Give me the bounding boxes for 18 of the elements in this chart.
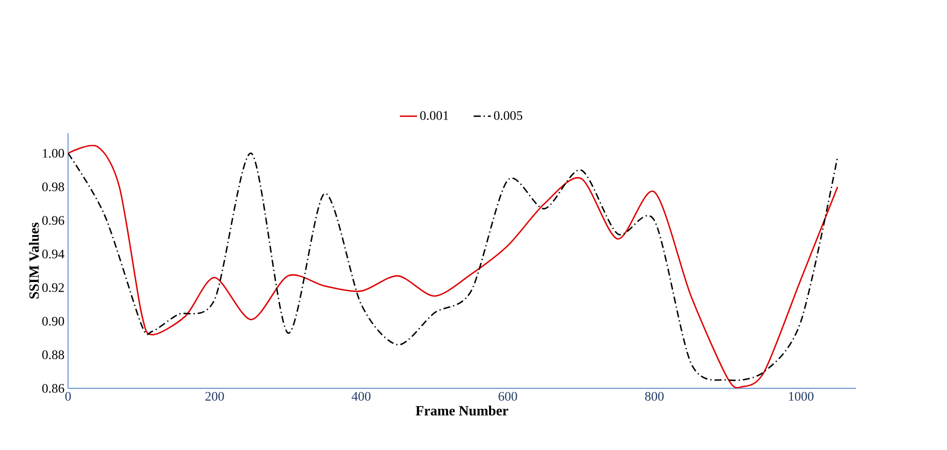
x-axis-title: Frame Number — [416, 405, 508, 416]
y-tick-label: 0.90 — [42, 316, 64, 326]
y-tick-label: 1.00 — [42, 148, 64, 158]
y-tick-label: 0.96 — [42, 216, 64, 225]
y-axis-title: SSIM Values — [28, 222, 39, 298]
x-tick-label: 200 — [205, 392, 224, 400]
y-tick-label: 0.98 — [42, 182, 64, 192]
y-tick-label: 0.86 — [42, 384, 64, 393]
x-tick-label: 400 — [352, 392, 370, 400]
legend-label: 0.005 — [494, 110, 522, 120]
y-tick-label: 0.94 — [42, 249, 64, 258]
x-tick-label: 800 — [645, 392, 664, 400]
x-tick-label: 600 — [498, 392, 518, 400]
x-tick-label: 0 — [65, 392, 71, 400]
legend-label: 0.001 — [420, 110, 448, 120]
y-tick-label: 0.88 — [42, 350, 64, 360]
y-tick-label: 0.92 — [42, 282, 64, 292]
x-tick-label: 1000 — [789, 392, 814, 400]
